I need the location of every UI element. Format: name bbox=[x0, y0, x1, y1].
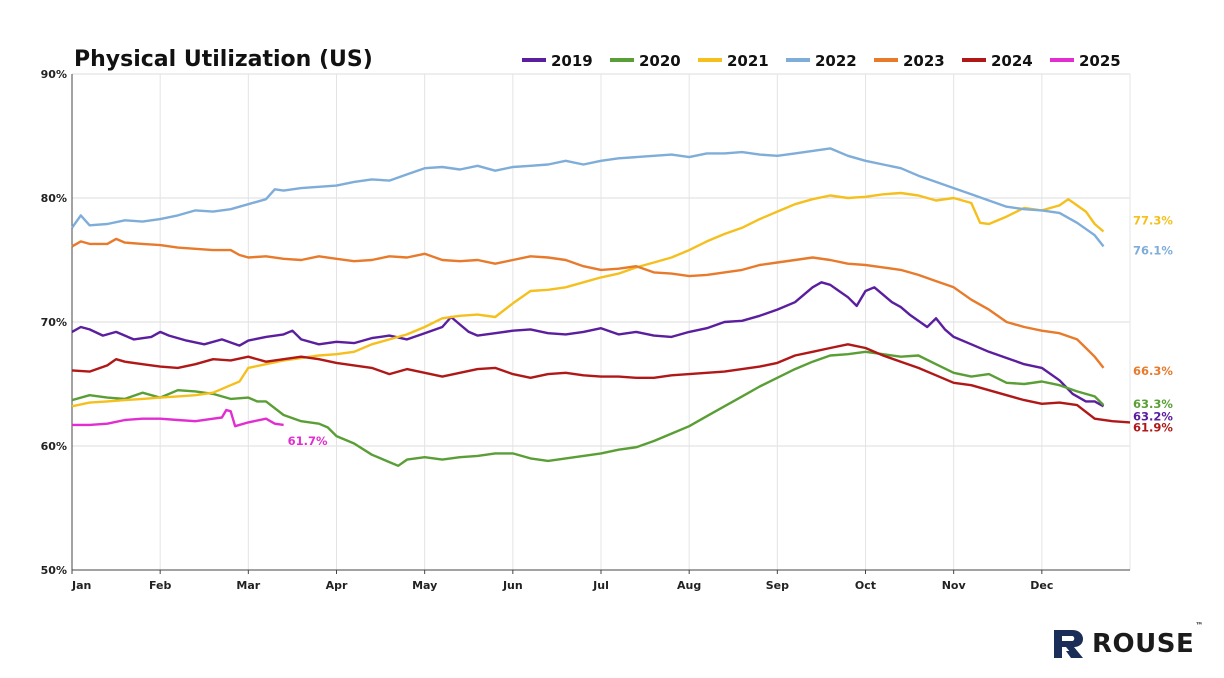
x-tick-label: Jul bbox=[592, 579, 609, 592]
end-label-2019: 63.2% bbox=[1133, 409, 1173, 423]
brand-logo: ROUSE™ bbox=[1052, 621, 1204, 662]
end-label-2023: 66.3% bbox=[1133, 364, 1173, 378]
rouse-logo-icon bbox=[1054, 630, 1083, 658]
x-tick-label: Mar bbox=[236, 579, 260, 592]
end-label-2022: 76.1% bbox=[1133, 243, 1173, 257]
y-tick-label: 60% bbox=[41, 440, 67, 453]
legend: 2019 2020 2021 2022 2023 2024 2025 bbox=[522, 52, 1121, 70]
legend-label-2021: 2021 bbox=[727, 52, 769, 70]
x-tick-label: Jun bbox=[502, 579, 523, 592]
x-tick-label: Feb bbox=[149, 579, 172, 592]
x-tick-label: Apr bbox=[326, 579, 348, 592]
legend-label-2024: 2024 bbox=[991, 52, 1033, 70]
series-line-2023 bbox=[71, 237, 1105, 369]
y-tick-label: 90% bbox=[41, 68, 67, 81]
y-tick-label: 50% bbox=[41, 564, 67, 577]
end-label-2024: 61.9% bbox=[1133, 420, 1173, 434]
x-tick-label: Aug bbox=[677, 579, 701, 592]
y-axis: 50% 60% 70% 80% 90% bbox=[41, 68, 73, 577]
legend-label-2023: 2023 bbox=[903, 52, 945, 70]
grid bbox=[71, 73, 1131, 571]
end-label-2020: 63.3% bbox=[1133, 397, 1173, 411]
legend-label-2019: 2019 bbox=[551, 52, 593, 70]
series-line-2021 bbox=[71, 191, 1105, 408]
series-line-2022 bbox=[71, 147, 1105, 248]
chart-title: Physical Utilization (US) bbox=[74, 47, 373, 72]
x-tick-label: May bbox=[412, 579, 437, 592]
x-tick-label: Jan bbox=[71, 579, 91, 592]
legend-label-2022: 2022 bbox=[815, 52, 857, 70]
x-tick-label: Sep bbox=[766, 579, 789, 592]
x-tick-label: Dec bbox=[1030, 579, 1053, 592]
end-label-2025: 61.7% bbox=[288, 434, 328, 448]
brand-name: ROUSE™ bbox=[1092, 621, 1204, 659]
series-line-2025 bbox=[72, 408, 284, 428]
end-labels: 63.2%63.3% 77.3% 76.1% 66.3% 61.9% 61.7% bbox=[288, 213, 1174, 447]
x-tick-label: Oct bbox=[855, 579, 876, 592]
legend-label-2025: 2025 bbox=[1079, 52, 1121, 70]
x-tick-label: Nov bbox=[942, 579, 967, 592]
series-line-2024 bbox=[71, 343, 1131, 424]
series-line-2019 bbox=[71, 281, 1105, 408]
series-lines bbox=[71, 147, 1131, 467]
legend-label-2020: 2020 bbox=[639, 52, 681, 70]
y-tick-label: 70% bbox=[41, 316, 67, 329]
x-axis: Jan Feb Mar Apr May Jun Jul Aug Sep Oct Nov Dec bbox=[71, 569, 1130, 592]
end-label-2021: 77.3% bbox=[1133, 213, 1173, 227]
y-tick-label: 80% bbox=[41, 192, 67, 205]
series-line-2020 bbox=[71, 350, 1105, 467]
